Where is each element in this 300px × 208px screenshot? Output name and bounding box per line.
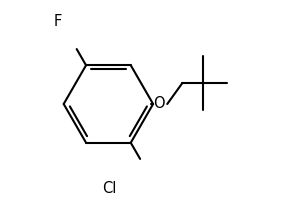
Text: O: O: [154, 97, 165, 111]
Text: F: F: [54, 14, 62, 29]
Text: Cl: Cl: [102, 181, 117, 196]
